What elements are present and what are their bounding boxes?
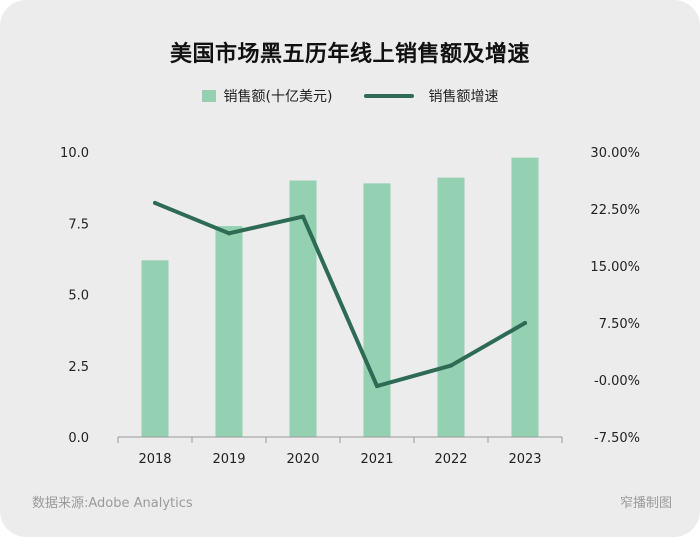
- chart-credit: 窄播制图: [619, 496, 672, 511]
- chart-title: 美国市场黑五历年线上销售额及增速: [169, 42, 530, 67]
- y-left-tick-label: 0.0: [68, 431, 89, 446]
- growth-point-2021: [375, 384, 379, 389]
- legend-label-sales: 销售额(十亿美元): [223, 89, 333, 105]
- growth-point-2022: [449, 363, 453, 368]
- y-left-tick-label: 5.0: [68, 289, 89, 304]
- y-right-tick-label: 30.00%: [590, 146, 640, 161]
- y-right-tick-label: -7.50%: [594, 431, 640, 446]
- y-right-tick-label: 22.50%: [590, 203, 640, 218]
- bar-2018: [141, 260, 169, 437]
- legend-line-swatch: [364, 94, 415, 98]
- y-left-tick-label: 7.5: [68, 217, 89, 232]
- x-tick-label: 2022: [434, 452, 467, 467]
- data-source: 数据来源:Adobe Analytics: [32, 496, 193, 511]
- bar-2019: [215, 226, 243, 437]
- legend-label-growth: 销售额增速: [428, 89, 499, 105]
- bar-2022: [437, 177, 465, 437]
- growth-point-2023: [523, 321, 527, 325]
- y-right-tick-label: 15.00%: [590, 260, 640, 275]
- legend-item-growth: 销售额增速: [364, 86, 498, 106]
- x-tick-label: 2021: [360, 452, 393, 467]
- chart-legend: 销售额(十亿美元) 销售额增速: [0, 86, 700, 106]
- x-tick-label: 2023: [508, 452, 541, 467]
- growth-point-2020: [301, 214, 305, 219]
- growth-point-2019: [227, 231, 231, 236]
- y-right-tick-label: 7.50%: [599, 317, 640, 332]
- y-left-tick-label: 10.0: [60, 146, 89, 161]
- bar-2023: [511, 157, 539, 437]
- y-right-tick-label: -0.00%: [594, 374, 640, 389]
- x-tick-label: 2018: [138, 452, 171, 467]
- bar-2020: [289, 180, 317, 437]
- legend-item-sales: 销售额(十亿美元): [201, 86, 333, 106]
- bar-2021: [363, 183, 391, 437]
- legend-bar-swatch: [201, 90, 216, 102]
- growth-line: [153, 200, 527, 389]
- x-tick-label: 2020: [286, 452, 319, 467]
- growth-point-2018: [153, 200, 157, 205]
- y-left-tick-label: 2.5: [68, 360, 89, 375]
- x-tick-label: 2019: [212, 452, 245, 467]
